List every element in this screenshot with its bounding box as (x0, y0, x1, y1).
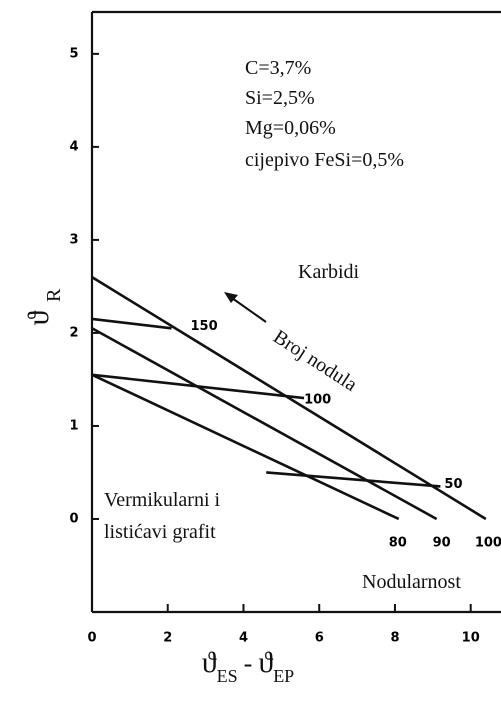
annotation: Mg=0,06% (245, 117, 336, 139)
x-label-part: EP (273, 666, 294, 686)
y-label-part: R (43, 288, 65, 302)
series-line (91, 373, 305, 400)
y-tick-label: 2 (69, 325, 78, 340)
arrow-head (224, 292, 238, 303)
x-label-part: - (244, 649, 253, 678)
annotation: Nodularnost (362, 571, 461, 593)
series-label: 50 (444, 477, 462, 492)
y-tick-label: 3 (69, 232, 78, 247)
x-tick-label: 2 (163, 631, 172, 646)
series-line (266, 471, 441, 488)
x-tick-label: 8 (390, 631, 399, 646)
x-axis-label: ϑES - ϑEP (202, 646, 294, 686)
x-label-part: ϑ (258, 646, 273, 679)
series-label: 100 (304, 393, 331, 408)
x-tick-label: 4 (239, 631, 248, 646)
annotation: Broj nodula (269, 326, 361, 396)
x-tick-label: 0 (87, 631, 96, 646)
series-label: 150 (191, 319, 218, 334)
x-tick-label: 6 (315, 631, 324, 646)
annotation: Vermikularni i (104, 489, 221, 511)
arrow (231, 297, 267, 323)
annotation: Karbidi (298, 261, 360, 283)
y-axis-label: ϑ (22, 310, 55, 325)
annotation: cijepivo FeSi=0,5% (245, 149, 404, 171)
series-label: 80 (389, 535, 407, 550)
annotation: Si=2,5% (245, 87, 315, 109)
series-line (91, 317, 172, 330)
x-label-part: ES (217, 666, 238, 686)
y-tick-label: 5 (69, 46, 78, 61)
series-line (91, 327, 438, 521)
y-tick-label: 4 (69, 139, 78, 154)
annotation: C=3,7% (245, 57, 311, 79)
series-line (91, 373, 400, 521)
series-line (91, 276, 487, 521)
annotation: listićavi grafit (104, 521, 216, 543)
x-label-part: ϑ (202, 646, 217, 679)
series-label: 90 (433, 535, 451, 550)
y-tick-label: 0 (69, 511, 78, 526)
x-tick-label: 10 (462, 631, 480, 646)
y-tick-label: 1 (69, 418, 78, 433)
series-label: 100 (475, 535, 501, 550)
y-label-part: ϑ (22, 310, 55, 325)
